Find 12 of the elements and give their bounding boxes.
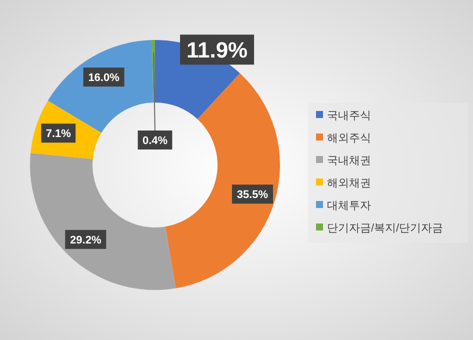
legend-label: 국내주식 bbox=[327, 110, 371, 122]
legend-label: 대체투자 bbox=[327, 200, 371, 212]
data-label: 7.1% bbox=[46, 128, 72, 140]
data-label: 29.2% bbox=[70, 234, 102, 246]
data-label: 16.0% bbox=[88, 72, 120, 84]
legend-label: 국내채권 bbox=[327, 155, 371, 167]
data-label: 35.5% bbox=[236, 189, 268, 202]
data-label: 0.4% bbox=[142, 134, 168, 147]
legend-label: 해외채권 bbox=[327, 178, 371, 190]
data-label: 11.9% bbox=[186, 38, 248, 63]
legend-label: 단기자금/복지/단기자금 bbox=[327, 222, 444, 234]
legend-label: 해외주식 bbox=[327, 132, 371, 144]
